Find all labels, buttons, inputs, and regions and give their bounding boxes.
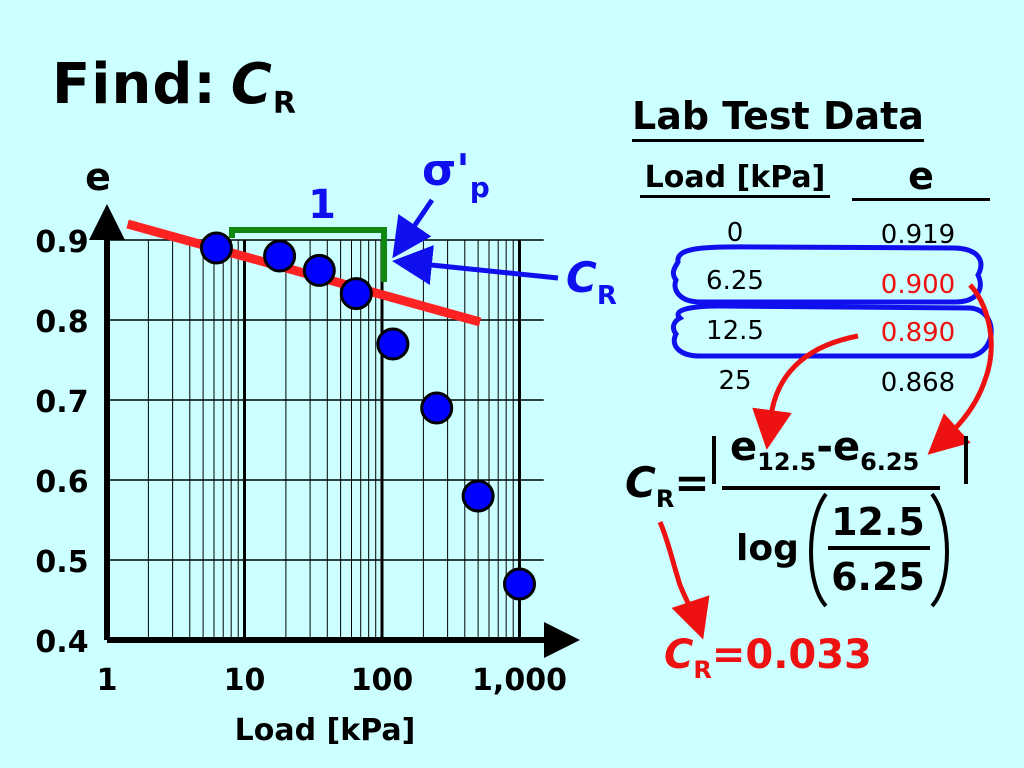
sigma-p-sub: p [470,171,490,204]
target-variable: CR [230,52,297,121]
paren-left [809,492,828,608]
data-point [461,479,495,513]
formula-fraction-bar [722,486,940,490]
formula-inner-numerator: 12.5 [831,500,925,544]
data-point [339,277,373,311]
y-tick-label: 0.4 [35,625,88,660]
x-tick-label: 10 [224,663,266,698]
table-cell-e: 0.919 [880,220,956,250]
find-label: Find: [52,52,217,117]
data-point [420,391,454,425]
table-cell-e: 0.900 [880,270,956,300]
cr-label-sub: R [597,281,617,311]
data-point [263,239,297,273]
x-tick-label: 1 [97,663,118,698]
lab-data-title: Lab Test Data [632,94,924,142]
y-tick-label: 0.7 [35,385,88,420]
formula-inner-fraction-bar [828,546,930,550]
chart-axes [89,204,580,658]
table-cell-load: 12.5 [706,316,764,346]
formula-log: log [736,528,799,569]
page-title: Find: CR [52,52,297,121]
formula-inner-denominator: 6.25 [831,555,925,599]
sigma-p-text: σ' [422,145,470,196]
formula-lhs-sub: R [655,485,675,513]
highlight-row-6-25 [670,244,984,305]
table-cell-load: 25 [718,366,752,396]
table-cell-e: 0.890 [880,318,956,348]
y-tick-label: 0.6 [35,465,88,500]
result-text: =0.033 [711,632,872,678]
x-axis-label: Load [kPa] [235,713,416,748]
formula-e2-sub: 6.25 [860,448,920,476]
data-point [376,327,410,361]
chart-grid [105,239,544,641]
red-arrow-e12 [752,333,859,450]
target-var-letter: C [230,52,273,117]
highlight-row-12-5 [671,303,994,359]
red-arrow-result [657,520,710,640]
x-tick-label: 100 [351,663,414,698]
data-points [199,231,536,601]
sigma-p-arrow [392,198,435,259]
column-header-e: e [852,154,990,201]
data-point [199,231,233,265]
sigma-p-label: σ'p [422,145,490,204]
table-cell-e: 0.868 [880,368,956,398]
formula-lhs-var: C [625,458,656,507]
y-tick-label: 0.5 [35,545,88,580]
formula-minus-e2: -e [816,424,861,470]
red-arrow-e6 [927,283,994,455]
chart-tick-labels: 0.4 0.5 0.6 0.7 0.8 0.9 1 10 100 1,000 [35,225,567,698]
table-cell-load: 6.25 [706,266,764,296]
y-axis-label: e [85,155,111,199]
x-tick-label: 1,000 [472,663,567,698]
cr-label-text: C [566,253,597,302]
result-var: C [664,632,694,678]
result-value: CR=0.033 [664,632,872,684]
data-point [302,253,336,287]
y-tick-label: 0.8 [35,305,88,340]
cr-label: CR [566,253,617,311]
table-cell-load: 0 [726,218,744,248]
y-tick-label: 0.9 [35,225,88,260]
formula-e1-sub: 12.5 [757,448,817,476]
result-sub: R [693,656,712,684]
paren-right [930,492,949,608]
cr-arrow [392,245,559,285]
target-var-sub: R [272,86,298,121]
formula-lhs: CR= [625,458,710,513]
slope-bracket [229,227,387,282]
column-header-load: Load [kPa] [640,160,830,198]
formula-equals: = [674,458,710,507]
slope-run-label: 1 [308,182,336,228]
data-point [503,567,536,601]
